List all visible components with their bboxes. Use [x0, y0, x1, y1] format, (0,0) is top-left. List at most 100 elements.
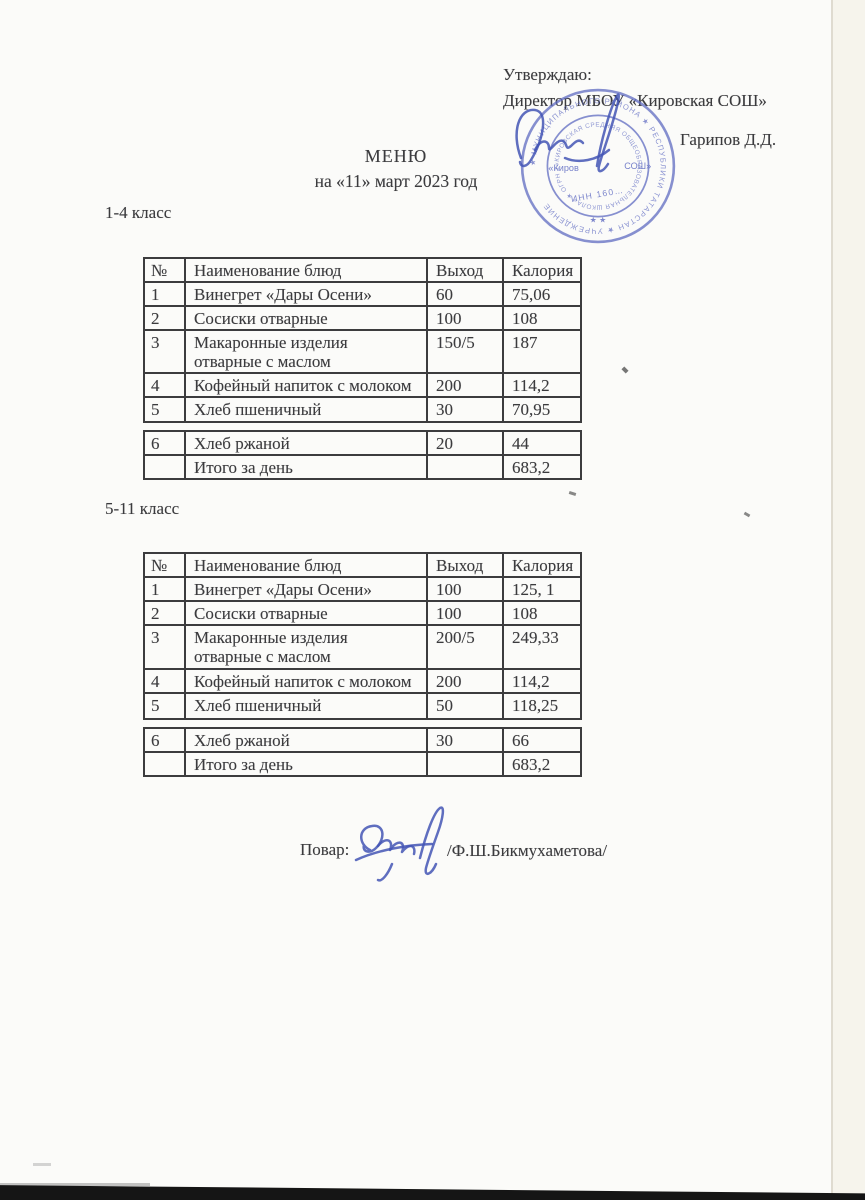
cell-output: 200 [426, 372, 504, 398]
table-row: 3 Макаронные изделия отварные с маслом 2… [143, 624, 582, 670]
cell-name: Макаронные изделия отварные с маслом [184, 624, 428, 670]
cell-calories: 108 [502, 305, 582, 331]
cell-num: 4 [143, 372, 186, 398]
table-row: 5 Хлеб пшеничный 50 118,25 [143, 692, 582, 720]
table-row: 6 Хлеб ржаной 20 44 [143, 430, 582, 456]
table-row: 2 Сосиски отварные 100 108 [143, 600, 582, 626]
total-label: Итого за день [184, 454, 428, 480]
total-value: 683,2 [502, 751, 582, 777]
table-row: 4 Кофейный напиток с молоком 200 114,2 [143, 668, 582, 694]
cell-output [426, 751, 504, 777]
cell-calories: 114,2 [502, 668, 582, 694]
scan-speck [568, 490, 577, 497]
scan-smudge [0, 1183, 150, 1186]
header-num: № [143, 257, 186, 283]
header-output: Выход [426, 257, 504, 283]
scan-speck [621, 366, 629, 374]
cook-name: /Ф.Ш.Бикмухаметова/ [447, 841, 608, 860]
table-row: 3 Макаронные изделия отварные с маслом 1… [143, 329, 582, 374]
table-row: 6 Хлеб ржаной 30 66 [143, 727, 582, 753]
menu-table-5-11-upper: № Наименование блюд Выход Калория 1 Вине… [143, 552, 582, 720]
cell-name: Винегрет «Дары Осени» [184, 576, 428, 602]
cell-output: 60 [426, 281, 504, 307]
menu-table-5-11: № Наименование блюд Выход Калория 1 Вине… [143, 552, 582, 777]
cell-name: Хлеб ржаной [184, 727, 428, 753]
table-row: 1 Винегрет «Дары Осени» 60 75,06 [143, 281, 582, 307]
table-row: 4 Кофейный напиток с молоком 200 114,2 [143, 372, 582, 398]
table-row: 2 Сосиски отварные 100 108 [143, 305, 582, 331]
cook-label: Повар: [300, 840, 350, 859]
cell-output: 50 [426, 692, 504, 720]
section-label-5-11: 5-11 класс [105, 499, 180, 518]
menu-table-1-4-upper: № Наименование блюд Выход Калория 1 Вине… [143, 257, 582, 423]
cell-output: 200 [426, 668, 504, 694]
scanner-edge [0, 1185, 865, 1200]
header-calories: Калория [502, 552, 582, 578]
cell-name: Сосиски отварные [184, 600, 428, 626]
cell-output: 30 [426, 727, 504, 753]
header-name: Наименование блюд [184, 552, 428, 578]
cell-output: 20 [426, 430, 504, 456]
cell-calories: 44 [502, 430, 582, 456]
cell-name: Хлеб пшеничный [184, 396, 428, 423]
cell-num: 6 [143, 727, 186, 753]
section-label-1-4: 1-4 класс [105, 203, 172, 222]
total-value: 683,2 [502, 454, 582, 480]
cell-num: 3 [143, 624, 186, 670]
stamp-center-right: СОШ» [624, 161, 651, 171]
cell-num: 5 [143, 396, 186, 423]
approval-line-1: Утверждаю: [503, 65, 592, 84]
cell-calories: 249,33 [502, 624, 582, 670]
cell-output: 100 [426, 305, 504, 331]
cell-output: 150/5 [426, 329, 504, 374]
cell-calories: 66 [502, 727, 582, 753]
cell-num: 5 [143, 692, 186, 720]
cell-calories: 125, 1 [502, 576, 582, 602]
cell-name: Кофейный напиток с молоком [184, 668, 428, 694]
header-name: Наименование блюд [184, 257, 428, 283]
table-row: 1 Винегрет «Дары Осени» 100 125, 1 [143, 576, 582, 602]
cell-name: Кофейный напиток с молоком [184, 372, 428, 398]
official-stamp-icon: ★ МУНИЦИПАЛЬНОГО РАЙОНА ★ РЕСПУБЛИКИ ТАТ… [512, 80, 676, 244]
cell-name: Хлеб ржаной [184, 430, 428, 456]
director-signature-icon [515, 93, 620, 173]
paper-edge [831, 0, 833, 1200]
cell-output: 200/5 [426, 624, 504, 670]
cell-num: 4 [143, 668, 186, 694]
cell-calories: 118,25 [502, 692, 582, 720]
cell-num [143, 454, 186, 480]
table-header-row: № Наименование блюд Выход Калория [143, 552, 582, 578]
cell-output: 30 [426, 396, 504, 423]
scan-speck [743, 511, 751, 518]
cell-output: 100 [426, 576, 504, 602]
cell-num: 3 [143, 329, 186, 374]
total-label: Итого за день [184, 751, 428, 777]
header-num: № [143, 552, 186, 578]
cell-output [426, 454, 504, 480]
scan-speck [33, 1163, 51, 1166]
cell-calories: 108 [502, 600, 582, 626]
table-total-row: Итого за день 683,2 [143, 454, 582, 480]
table-split-gap [143, 720, 580, 727]
stamp-center-left: «Киров [548, 163, 579, 173]
cook-signature-icon [354, 806, 445, 882]
cell-num: 2 [143, 305, 186, 331]
header-output: Выход [426, 552, 504, 578]
menu-date: на «11» март 2023 год [314, 171, 478, 191]
cell-num: 6 [143, 430, 186, 456]
table-split-gap [143, 423, 580, 430]
menu-table-5-11-lower: 6 Хлеб ржаной 30 66 Итого за день 683,2 [143, 727, 582, 777]
cell-name: Хлеб пшеничный [184, 692, 428, 720]
cell-output: 100 [426, 600, 504, 626]
cell-calories: 70,95 [502, 396, 582, 423]
cell-calories: 75,06 [502, 281, 582, 307]
cell-calories: 114,2 [502, 372, 582, 398]
table-total-row: Итого за день 683,2 [143, 751, 582, 777]
director-name: Гарипов Д.Д. [680, 130, 777, 149]
menu-title-block: МЕНЮ на «11» март 2023 год [250, 146, 542, 192]
table-header-row: № Наименование блюд Выход Калория [143, 257, 582, 283]
menu-table-1-4-lower: 6 Хлеб ржаной 20 44 Итого за день 683,2 [143, 430, 582, 480]
header-calories: Калория [502, 257, 582, 283]
table-row: 5 Хлеб пшеничный 30 70,95 [143, 396, 582, 423]
